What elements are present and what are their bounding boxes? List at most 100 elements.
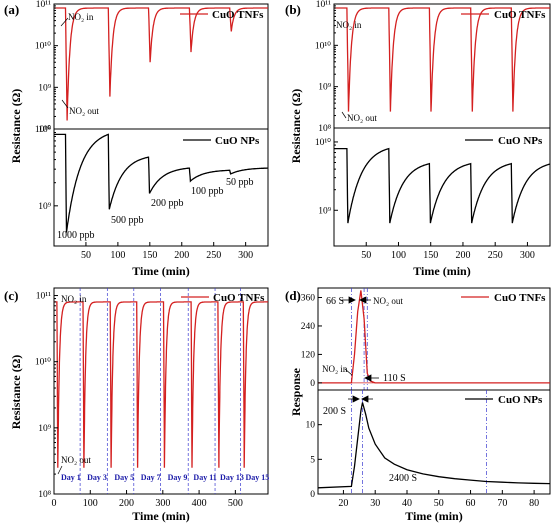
- panel-c-xtick-label: 500: [228, 498, 243, 509]
- panel-d-top-legend: CuO TNFs: [494, 292, 546, 304]
- panel-d-xtick-label: 80: [529, 498, 539, 509]
- panel-d-no2-in: NO₂ in: [322, 364, 348, 374]
- panel-c-day-label: Day 9: [168, 473, 188, 482]
- panel-b-bottom-legend: CuO NPs: [498, 135, 543, 147]
- panel-a-top-line: [54, 7, 268, 121]
- panel-b: (b) CuO TNFs NO₂ in NO₂ out CuO NPs 10⁸1…: [285, 0, 551, 278]
- panel-c-label: (c): [4, 288, 18, 303]
- panel-c-xtick-label: 100: [83, 498, 98, 509]
- panel-a: (a) CuO TNFs NO₂ in NO₂ out CuO NPs 1000…: [4, 0, 269, 278]
- panel-b-xtick-label: 100: [391, 250, 406, 261]
- panel-c-plot: Day 1 Day 3 Day 5 Day 7 Day 9 Day 11 Day 13 Day…: [53, 287, 269, 495]
- panel-c-xtick-label: 200: [119, 498, 134, 509]
- panel-a-xtick-label: 50: [81, 250, 91, 261]
- panel-a-no2-in: NO₂ in: [68, 12, 94, 22]
- panel-d-bottom-ytick-label: 5: [310, 455, 315, 465]
- panel-d-bottom-legend: CuO NPs: [498, 394, 543, 406]
- panel-d-xtick-label: 70: [497, 498, 507, 509]
- panel-a-top-ytick-label: 10⁸: [38, 125, 51, 135]
- panel-a-ylabel: Resistance (Ω): [9, 89, 23, 164]
- panel-b-ylabel: Resistance (Ω): [289, 89, 303, 164]
- panel-a-xtick-label: 150: [142, 250, 157, 261]
- panel-c-ytick-label: 10⁸: [38, 490, 51, 500]
- panel-c: (c) Day 1 Day 3 Day 5 Day 7 Day 9 Day 11 Day 1…: [4, 287, 269, 523]
- conc-label-1000: 1000 ppb: [57, 230, 95, 241]
- panel-a-no2-out: NO₂ out: [69, 106, 99, 116]
- panel-c-day-label: Day 1: [61, 473, 81, 482]
- panel-b-top-legend: CuO TNFs: [494, 9, 546, 21]
- panel-d-66s: 66 S: [326, 296, 344, 307]
- panel-a-top-ytick-label: 10¹⁰: [35, 41, 51, 52]
- panel-a-xtick-label: 100: [110, 250, 125, 261]
- panel-c-frame: [53, 287, 269, 495]
- panel-d-bottom-ytick-label: 0: [310, 490, 315, 500]
- panel-b-xtick-label: 150: [423, 250, 438, 261]
- panel-a-axes: 10⁸ 10⁹ 10¹⁰ 10¹¹ 10⁹ 10¹⁰ 50 100 150 200 250 300: [35, 0, 253, 261]
- panel-c-axes: 10⁸ 10⁹ 10¹⁰ 10¹¹ 0 100 200 300 400 500: [35, 292, 243, 509]
- panel-b-bottom-frame: [333, 127, 551, 247]
- panel-c-xlabel: Time (min): [132, 509, 189, 523]
- panel-c-no2-out: NO₂ out: [61, 455, 91, 465]
- panel-b-xtick-label: 50: [361, 250, 371, 261]
- panel-a-xtick-label: 200: [174, 250, 189, 261]
- conc-label-500: 500 ppb: [111, 215, 144, 226]
- panel-a-bottom-ytick-label: 10¹⁰: [35, 124, 51, 135]
- panel-c-day-label: Day 7: [141, 473, 161, 482]
- panel-b-no2-out-arrow: [341, 111, 347, 119]
- panel-c-day-lines: [79, 288, 241, 494]
- panel-c-xtick-label: 400: [192, 498, 207, 509]
- panel-d-xtick-label: 60: [466, 498, 476, 509]
- panel-d: (d) CuO TNFs 66 S NO₂ out NO₂ in 110 S: [285, 287, 551, 523]
- panel-a-bottom-legend: CuO NPs: [215, 135, 260, 147]
- panel-d-top-arrows: [342, 296, 379, 382]
- panel-c-day-label: Day 11: [193, 473, 216, 482]
- panel-a-no2-out-arrow: [61, 99, 69, 109]
- panel-a-top-ytick-label: 10¹¹: [36, 0, 51, 10]
- panel-a-bottom-ytick-label: 10⁹: [38, 202, 52, 212]
- panel-d-no2-out: NO₂ out: [373, 296, 403, 306]
- panel-b-xtick-label: 300: [520, 250, 535, 261]
- panel-b-label: (b): [285, 2, 301, 17]
- panel-c-ytick-label: 10¹¹: [36, 292, 51, 302]
- panel-a-no2-in-arrow: [60, 17, 69, 27]
- panel-c-xtick-label: 0: [52, 498, 57, 509]
- panel-a-top-plot: CuO TNFs NO₂ in NO₂ out: [53, 3, 269, 130]
- panel-d-label: (d): [285, 288, 301, 303]
- panel-d-top-ytick-label: 120: [301, 350, 316, 360]
- panel-d-xlabel: Time (min): [405, 509, 462, 523]
- panel-d-xtick-label: 50: [434, 498, 444, 509]
- panel-b-bottom-ytick-label: 10⁹: [318, 206, 332, 216]
- panel-b-top-frame: [333, 3, 551, 129]
- panel-c-no2-out-arrow: [57, 465, 63, 475]
- panel-a-bottom-line: [54, 133, 268, 233]
- panel-d-xtick-label: 40: [402, 498, 412, 509]
- panel-c-no2-in: NO₂ in: [61, 294, 87, 304]
- panel-b-top-ytick-label: 10⁸: [318, 124, 331, 134]
- panel-d-ylabel: Response: [289, 367, 303, 416]
- panel-b-axes: 10⁸ 10⁹ 10¹⁰ 10¹¹ 10⁹ 10¹⁰ 50 100 150 200 250 300: [315, 0, 535, 261]
- panel-c-ylabel: Resistance (Ω): [9, 355, 23, 430]
- panel-b-bottom-plot: CuO NPs: [333, 127, 551, 247]
- panel-b-top-ytick-label: 10¹¹: [316, 0, 331, 10]
- panel-d-top-ytick-label: 360: [301, 293, 316, 303]
- panel-d-bottom-ytick-label: 10: [306, 421, 316, 431]
- panel-b-xtick-label: 200: [455, 250, 470, 261]
- panel-b-no2-out: NO₂ out: [347, 113, 377, 123]
- panel-b-xtick-label: 250: [488, 250, 503, 261]
- conc-label-200: 200 ppb: [151, 198, 184, 209]
- panel-c-legend: CuO TNFs: [213, 292, 265, 304]
- panel-a-top-ytick-label: 10⁹: [38, 83, 52, 93]
- panel-a-label: (a): [4, 2, 19, 17]
- panel-b-top-line: [334, 7, 550, 112]
- panel-d-bottom-arrows: [348, 395, 373, 403]
- panel-c-day-label: Day 3: [87, 473, 107, 482]
- panel-d-200s: 200 S: [323, 406, 346, 417]
- panel-c-ytick-label: 10⁹: [38, 424, 52, 434]
- panel-d-xtick-label: 20: [338, 498, 348, 509]
- panel-d-2400s: 2400 S: [389, 473, 417, 484]
- conc-label-100: 100 ppb: [191, 186, 224, 197]
- panel-c-day-labels: Day 1 Day 3 Day 5 Day 7 Day 9 Day 11 Day 13 Day…: [61, 473, 269, 482]
- panel-d-xtick-label: 30: [370, 498, 380, 509]
- panel-b-bottom-line: [334, 147, 550, 224]
- panel-a-top-legend: CuO TNFs: [212, 9, 264, 21]
